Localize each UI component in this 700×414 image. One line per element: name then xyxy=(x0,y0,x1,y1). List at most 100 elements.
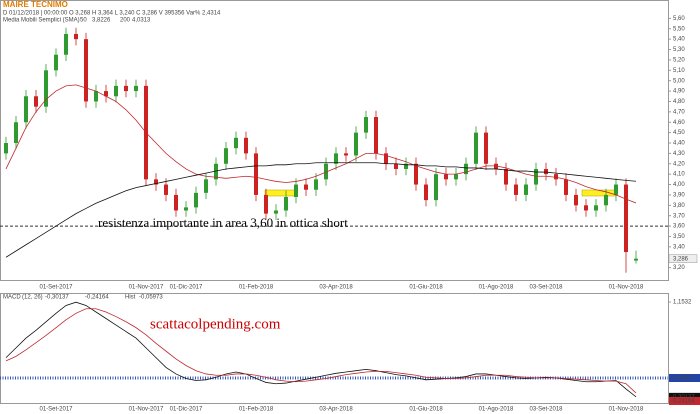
header-value: -0,24164 xyxy=(85,295,109,301)
ohlc-header: D 01/12/2018 | 00:00:00 O 3,268 H 3,364 … xyxy=(3,11,221,17)
candle-body xyxy=(534,168,538,185)
y-tick-label: 5,10 xyxy=(673,68,685,74)
header-value: -0,30137 xyxy=(45,295,69,301)
candle-body xyxy=(634,258,638,261)
x-tick-label: 01-Nov-2018 xyxy=(609,285,644,291)
y-tick-label: 3,20 xyxy=(673,265,685,271)
candle-body xyxy=(234,137,238,149)
chart-title: MAIRE TECNIMO xyxy=(3,0,68,9)
candle-body xyxy=(324,163,328,180)
y-tick-label: 4,80 xyxy=(673,99,685,105)
y-tick-label: 4,10 xyxy=(673,172,685,178)
x-tick-label: 01-Nov-2018 xyxy=(609,407,644,413)
hist-name: Hist xyxy=(125,295,136,301)
y-tick-label: 3,40 xyxy=(673,244,685,250)
x-tick-label: 03-Set-2018 xyxy=(529,407,563,413)
candle-body xyxy=(354,132,358,156)
candle-body xyxy=(304,184,308,190)
candle-body xyxy=(134,85,138,92)
price-frame xyxy=(0,0,669,281)
candle-body xyxy=(394,163,398,169)
candle-body xyxy=(124,85,128,92)
y-tick-label: 3,90 xyxy=(673,193,685,199)
candle-body xyxy=(84,39,88,102)
x-tick-label: 03-Apr-2018 xyxy=(319,285,353,291)
annotation: resistenza importante in area 3,60 in ot… xyxy=(98,215,348,230)
candle-body xyxy=(444,174,448,180)
candle-body xyxy=(274,210,278,214)
y-tick-label: 3,80 xyxy=(673,203,685,209)
candle-body xyxy=(384,153,388,164)
candle-body xyxy=(74,33,78,40)
sma-line xyxy=(5,84,637,204)
candle-body xyxy=(424,184,428,201)
candle-body xyxy=(244,137,248,154)
last-value-box xyxy=(669,396,700,405)
candle-body xyxy=(494,163,498,169)
x-tick-label: 01-Nov-2017 xyxy=(129,285,164,291)
candle-body xyxy=(294,184,298,197)
last-value-box xyxy=(669,392,700,401)
y-tick-label: 4,50 xyxy=(673,130,685,136)
candle-body xyxy=(4,143,8,154)
candle-body xyxy=(514,184,518,195)
candle-body xyxy=(264,194,268,214)
candle-body xyxy=(204,179,208,193)
watermark: scattacolpending.com xyxy=(150,316,281,332)
candle-body xyxy=(114,85,118,97)
y-tick-label: 4,60 xyxy=(673,120,685,126)
candle-body xyxy=(154,179,158,185)
candle-body xyxy=(484,132,488,164)
macd-line xyxy=(5,301,637,398)
hist-value-label: -0,05973 xyxy=(671,376,695,382)
y-tick-label: 4,30 xyxy=(673,151,685,157)
candle-body xyxy=(594,205,598,211)
candle-body xyxy=(564,179,568,195)
candle-body xyxy=(94,91,98,102)
x-tick-label: 03-Set-2018 xyxy=(529,285,563,291)
candle-body xyxy=(184,207,188,211)
y-tick-label: 5,60 xyxy=(673,16,685,22)
candle-body xyxy=(344,153,348,156)
sma-line xyxy=(5,162,637,258)
candle-body xyxy=(34,96,38,107)
x-tick-label: 01-Dic-2017 xyxy=(170,285,203,291)
legend-label: 50 xyxy=(80,18,87,24)
x-tick-label: 01-Ago-2018 xyxy=(479,285,514,291)
y-tick-label: 5,00 xyxy=(673,78,685,84)
candle-body xyxy=(24,96,28,123)
candle-body xyxy=(54,54,58,71)
candle-body xyxy=(194,192,198,208)
legend-label: 200 xyxy=(120,18,131,24)
x-tick-label: 01-Feb-2018 xyxy=(239,285,274,291)
x-tick-label: 01-Set-2017 xyxy=(39,285,73,291)
y-tick-label: 3,60 xyxy=(673,224,685,230)
y-tick-label: 5,20 xyxy=(673,58,685,64)
x-tick-label: 01-Nov-2017 xyxy=(129,407,164,413)
macd-line xyxy=(5,308,637,394)
candle-body xyxy=(314,179,318,190)
candle-body xyxy=(404,163,408,169)
macd-title: MACD xyxy=(3,295,21,301)
macd-frame xyxy=(0,293,669,404)
candle-body xyxy=(364,117,368,133)
x-tick-label: 01-Ago-2018 xyxy=(479,407,514,413)
candle-body xyxy=(554,174,558,180)
candle-body xyxy=(604,194,608,206)
candle-body xyxy=(544,168,548,175)
last-value-label: -0,24164 xyxy=(671,399,695,405)
candle-body xyxy=(44,70,48,107)
candle-body xyxy=(214,163,218,180)
last-price-label: 3,286 xyxy=(673,256,689,262)
x-tick-label: 01-Giu-2018 xyxy=(409,285,443,291)
candle-body xyxy=(334,153,338,164)
candle-body xyxy=(64,33,68,55)
candle-body xyxy=(104,91,108,97)
candle-body xyxy=(454,174,458,180)
candle-body xyxy=(254,153,258,195)
y-tick-label: 4,00 xyxy=(673,182,685,188)
x-tick-label: 03-Apr-2018 xyxy=(319,407,353,413)
legend-value: 4,0313 xyxy=(132,18,151,24)
candle-body xyxy=(474,132,478,164)
